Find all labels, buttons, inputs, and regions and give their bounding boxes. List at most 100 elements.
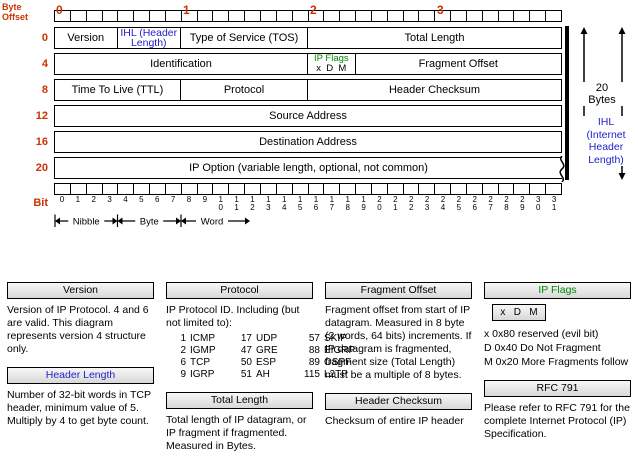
note-title: Total Length <box>166 392 313 409</box>
bit-tick <box>324 183 341 195</box>
note-header-length: Header Length Number of 32-bit words in T… <box>7 367 154 428</box>
note-title: Fragment Offset <box>325 282 472 299</box>
bit-tick <box>260 10 277 22</box>
byte-offset-label: Byte Offset <box>2 2 28 22</box>
field-header-checksum: Header Checksum <box>308 79 562 101</box>
bit-tick <box>134 10 151 22</box>
note-title: Protocol <box>166 282 313 299</box>
field-fragment-offset: Fragment Offset <box>355 53 562 75</box>
bit-tick <box>419 10 436 22</box>
field-ip-option-variable-length-optional-not-common: IP Option (variable length, optional, no… <box>54 156 565 182</box>
note-title: IP Flags <box>484 282 631 299</box>
note-body: Fragment offset from start of IP datagra… <box>325 304 472 381</box>
twenty-bytes-line2: Bytes <box>588 94 616 106</box>
bit-tick <box>118 10 135 22</box>
bit-tick <box>70 183 87 195</box>
protocol-cell: 57 <box>308 333 320 344</box>
note-body: Please refer to RFC 791 for the complete… <box>484 402 630 440</box>
byte-offset: 16 <box>35 136 48 148</box>
protocol-row: 2 IGMP 47 GRE 88 EIGRP <box>172 345 355 357</box>
bit-tick <box>340 10 357 22</box>
protocol-row: 6 TCP 50 ESP 89 OSPF <box>172 357 351 369</box>
note-body: IP Protocol ID. Including (but not limit… <box>166 304 300 329</box>
notes-column: Fragment Offset Fragment offset from star… <box>325 282 472 453</box>
header-row: 12 Source Address <box>0 105 638 127</box>
note-rfc-791: RFC 791 Please refer to RFC 791 for the c… <box>484 380 631 441</box>
field-label: Protocol <box>223 83 265 96</box>
bit-tick <box>197 183 214 195</box>
bit-tick <box>229 183 246 195</box>
notes-column: Protocol IP Protocol ID. Including (but n… <box>166 282 355 453</box>
note-line: x 0x80 reserved (evil bit) <box>484 328 599 340</box>
protocol-cell: 1 <box>180 333 186 344</box>
bit-tick <box>54 183 71 195</box>
bit-tick <box>435 10 452 22</box>
notes-column: Version Version of IP Protocol. 4 and 6 a… <box>7 282 154 453</box>
field-label: Total Length <box>404 31 465 44</box>
note-header-checksum: Header Checksum Checksum of entire IP hea… <box>325 393 472 428</box>
protocol-row: 1 ICMP 17 UDP 57 SKIP <box>172 333 346 345</box>
bit-tick <box>546 183 562 195</box>
ipv4-header-diagram: Byte Offset 0 1 2 3 0 Version IHL (Header Leng… <box>0 2 638 236</box>
byte-offset: 4 <box>41 58 48 70</box>
bit-tick <box>181 183 198 195</box>
ihl-line2: (Internet <box>586 128 626 141</box>
byte-number: 3 <box>437 3 444 17</box>
protocol-cell: 9 <box>180 369 186 380</box>
bit-tick <box>165 10 182 22</box>
byte-offset: 8 <box>41 84 48 96</box>
bit-tick <box>292 183 309 195</box>
note-body: Number of 32-bit words in TCP header, mi… <box>7 389 151 427</box>
note-total-length: Total Length Total length of IP datagram,… <box>166 392 313 453</box>
protocol-cell: 115 <box>304 369 320 380</box>
protocol-cell: ICMP <box>190 333 215 344</box>
top-bit-ruler: 0 1 2 3 <box>54 4 562 22</box>
bit-tick <box>324 10 341 22</box>
field-source-address: Source Address <box>54 105 562 127</box>
bit-tick <box>514 10 531 22</box>
bit-number: 7 <box>170 195 176 204</box>
bit-tick <box>213 183 230 195</box>
byte-offset: 0 <box>41 32 48 44</box>
bit-tick <box>86 10 103 22</box>
protocol-table: 1 ICMP 17 UDP 57 SKIP 2 IGMP 47 GRE 88 EIGRP 6 TCP 50 E… <box>172 333 355 381</box>
protocol-cell: GRE <box>256 345 278 356</box>
bit-tick <box>165 183 182 195</box>
bit-number: 1 <box>75 195 81 204</box>
note-title: RFC 791 <box>484 380 631 397</box>
field-label: IHL (Header Length) <box>120 26 178 49</box>
field-label: Source Address <box>269 109 347 122</box>
protocol-cell: TCP <box>190 357 210 368</box>
bit-tick <box>482 10 499 22</box>
protocol-cell: 17 <box>240 333 252 344</box>
note-body: Checksum of entire IP header <box>325 415 464 427</box>
field-label: Version <box>67 31 105 44</box>
flag-bits: x D M <box>316 63 347 74</box>
protocol-cell: UDP <box>256 333 278 344</box>
protocol-row: 9 IGRP 51 AH 115 L2TP <box>172 369 347 381</box>
protocol-cell: 2 <box>180 345 186 356</box>
protocol-cell: IGRP <box>190 369 215 380</box>
bit-tick <box>86 183 103 195</box>
bit-tick <box>356 10 372 22</box>
scale-arrows: Nibble Byte Word <box>54 214 562 236</box>
protocol-cell: 50 <box>240 357 252 368</box>
field-label: Time To Live (TTL) <box>71 83 164 96</box>
byte-number: 0 <box>56 3 63 17</box>
bit-number: 8 <box>186 195 192 204</box>
bit-tick <box>466 10 483 22</box>
bit-tick <box>371 183 388 195</box>
header-extent-bar <box>565 26 569 180</box>
bit-number: 4 <box>123 195 128 204</box>
field-label: IP Option (variable length, optional, no… <box>189 161 428 174</box>
field-protocol: Protocol <box>181 79 308 101</box>
bit-tick <box>419 183 436 195</box>
ihl-extent-label: IHL (Internet Header Length) <box>575 116 637 166</box>
ihl-line3: Header <box>588 141 624 153</box>
byte-offset-label-line2: Offset <box>2 12 29 22</box>
